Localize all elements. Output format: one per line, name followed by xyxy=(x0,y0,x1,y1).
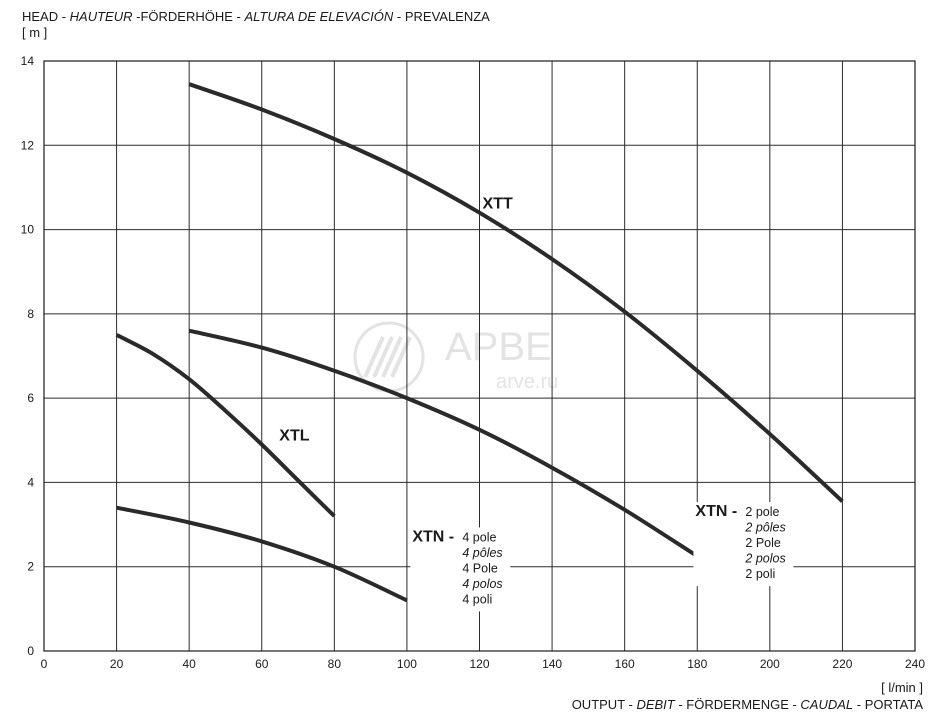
y-tick-label: 8 xyxy=(27,307,34,321)
x-tick-label: 20 xyxy=(110,657,124,671)
y-tick-label: 12 xyxy=(21,138,35,152)
watermark-brand: АРВЕ xyxy=(445,325,552,369)
series-line-xtt-0 xyxy=(188,82,844,503)
y-title-part: - PREVALENZA xyxy=(393,9,490,24)
pole-variant-label: 2 Pole xyxy=(745,536,780,550)
annotation-backdrop xyxy=(410,527,511,612)
pole-variant-label: 2 pôles xyxy=(744,521,785,535)
watermark-site: arve.ru xyxy=(496,371,558,393)
pole-variant-label: 2 pole xyxy=(745,505,779,519)
pole-variant-label: 4 poli xyxy=(462,592,492,606)
grid xyxy=(43,60,916,652)
x-tick-label: 0 xyxy=(41,657,48,671)
x-tick-label: 140 xyxy=(542,657,562,671)
curve-label-xtt: XTT xyxy=(483,196,513,213)
x-tick-label: 80 xyxy=(328,657,342,671)
y-title-part: -FÖRDERHÖHE - xyxy=(132,9,245,24)
y-title-part: HEAD - xyxy=(22,9,70,24)
x-title-part: - FÖRDERMENGE - xyxy=(674,697,801,712)
series-line-xtl-2 xyxy=(115,333,336,518)
y-axis-unit: [ m ] xyxy=(22,25,48,40)
pole-variant-label: 2 polos xyxy=(744,552,785,566)
x-tick-label: 180 xyxy=(687,657,707,671)
watermark-logo-icon xyxy=(372,336,394,378)
x-axis-unit: [ l/min ] xyxy=(881,680,923,695)
x-title-part: DEBIT xyxy=(636,697,675,712)
y-tick-label: 10 xyxy=(21,223,35,237)
plot-frame xyxy=(43,60,916,652)
x-tick-label: 40 xyxy=(182,657,196,671)
curve-label-xtn-3: XTN - xyxy=(412,528,454,545)
watermark-logo-icon xyxy=(381,336,403,378)
y-tick-label: 14 xyxy=(21,54,35,68)
pole-variant-label: 2 poli xyxy=(745,567,775,581)
y-tick-label: 4 xyxy=(27,475,34,489)
curve-label-xtn-2: XTN - xyxy=(695,503,737,520)
y-title-part: ALTURA DE ELEVACIÓN xyxy=(244,9,394,24)
x-tick-label: 60 xyxy=(255,657,269,671)
x-tick-label: 240 xyxy=(905,657,925,671)
x-tick-label: 200 xyxy=(760,657,780,671)
x-title-part: OUTPUT - xyxy=(571,697,637,712)
y-title-part: HAUTEUR xyxy=(69,9,133,24)
x-tick-label: 160 xyxy=(615,657,635,671)
annotation-backdrop xyxy=(693,502,794,587)
x-tick-label: 120 xyxy=(469,657,489,671)
pole-variant-label: 4 polos xyxy=(462,577,502,591)
x-title-part: CAUDAL xyxy=(800,697,854,712)
y-tick-label: 2 xyxy=(27,560,34,574)
x-axis-title: [ l/min ] OUTPUT - DEBIT - FÖRDERMENGE -… xyxy=(572,679,923,713)
pole-variant-label: 4 Pole xyxy=(462,561,497,575)
series-line-xtn-1 xyxy=(188,328,699,558)
tick-labels: 0 20 40 60 80 100 120 140 160 180 200 220 240 0 2 4 6 8 10… xyxy=(21,54,926,671)
x-tick-label: 100 xyxy=(397,657,417,671)
pole-variant-label: 4 pôles xyxy=(462,546,502,560)
curve-label-xtl: XTL xyxy=(279,427,309,444)
x-title-part: - PORTATA xyxy=(853,697,923,712)
series-lines xyxy=(115,82,844,603)
series-line-xtn-3 xyxy=(116,505,408,603)
y-tick-label: 6 xyxy=(27,391,34,405)
x-tick-label: 220 xyxy=(832,657,852,671)
pole-variant-label: 4 pole xyxy=(462,530,496,544)
watermark-logo-icon xyxy=(363,336,385,378)
y-tick-label: 0 xyxy=(27,644,34,658)
y-axis-title: HEAD - HAUTEUR -FÖRDERHÖHE - ALTURA DE E… xyxy=(22,9,490,41)
